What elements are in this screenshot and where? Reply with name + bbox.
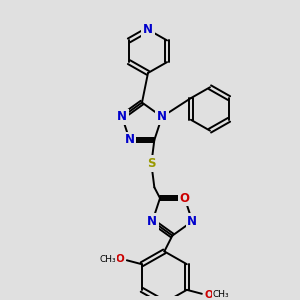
Text: N: N: [187, 215, 197, 228]
Text: N: N: [117, 110, 127, 123]
Text: N: N: [147, 215, 158, 228]
Text: O: O: [116, 254, 124, 264]
Text: N: N: [157, 110, 167, 123]
Text: S: S: [147, 157, 156, 170]
Text: O: O: [180, 192, 190, 205]
Text: N: N: [143, 23, 153, 36]
Text: CH₃: CH₃: [100, 255, 116, 264]
Text: N: N: [125, 134, 135, 146]
Text: O: O: [205, 290, 213, 300]
Text: CH₃: CH₃: [212, 290, 229, 299]
